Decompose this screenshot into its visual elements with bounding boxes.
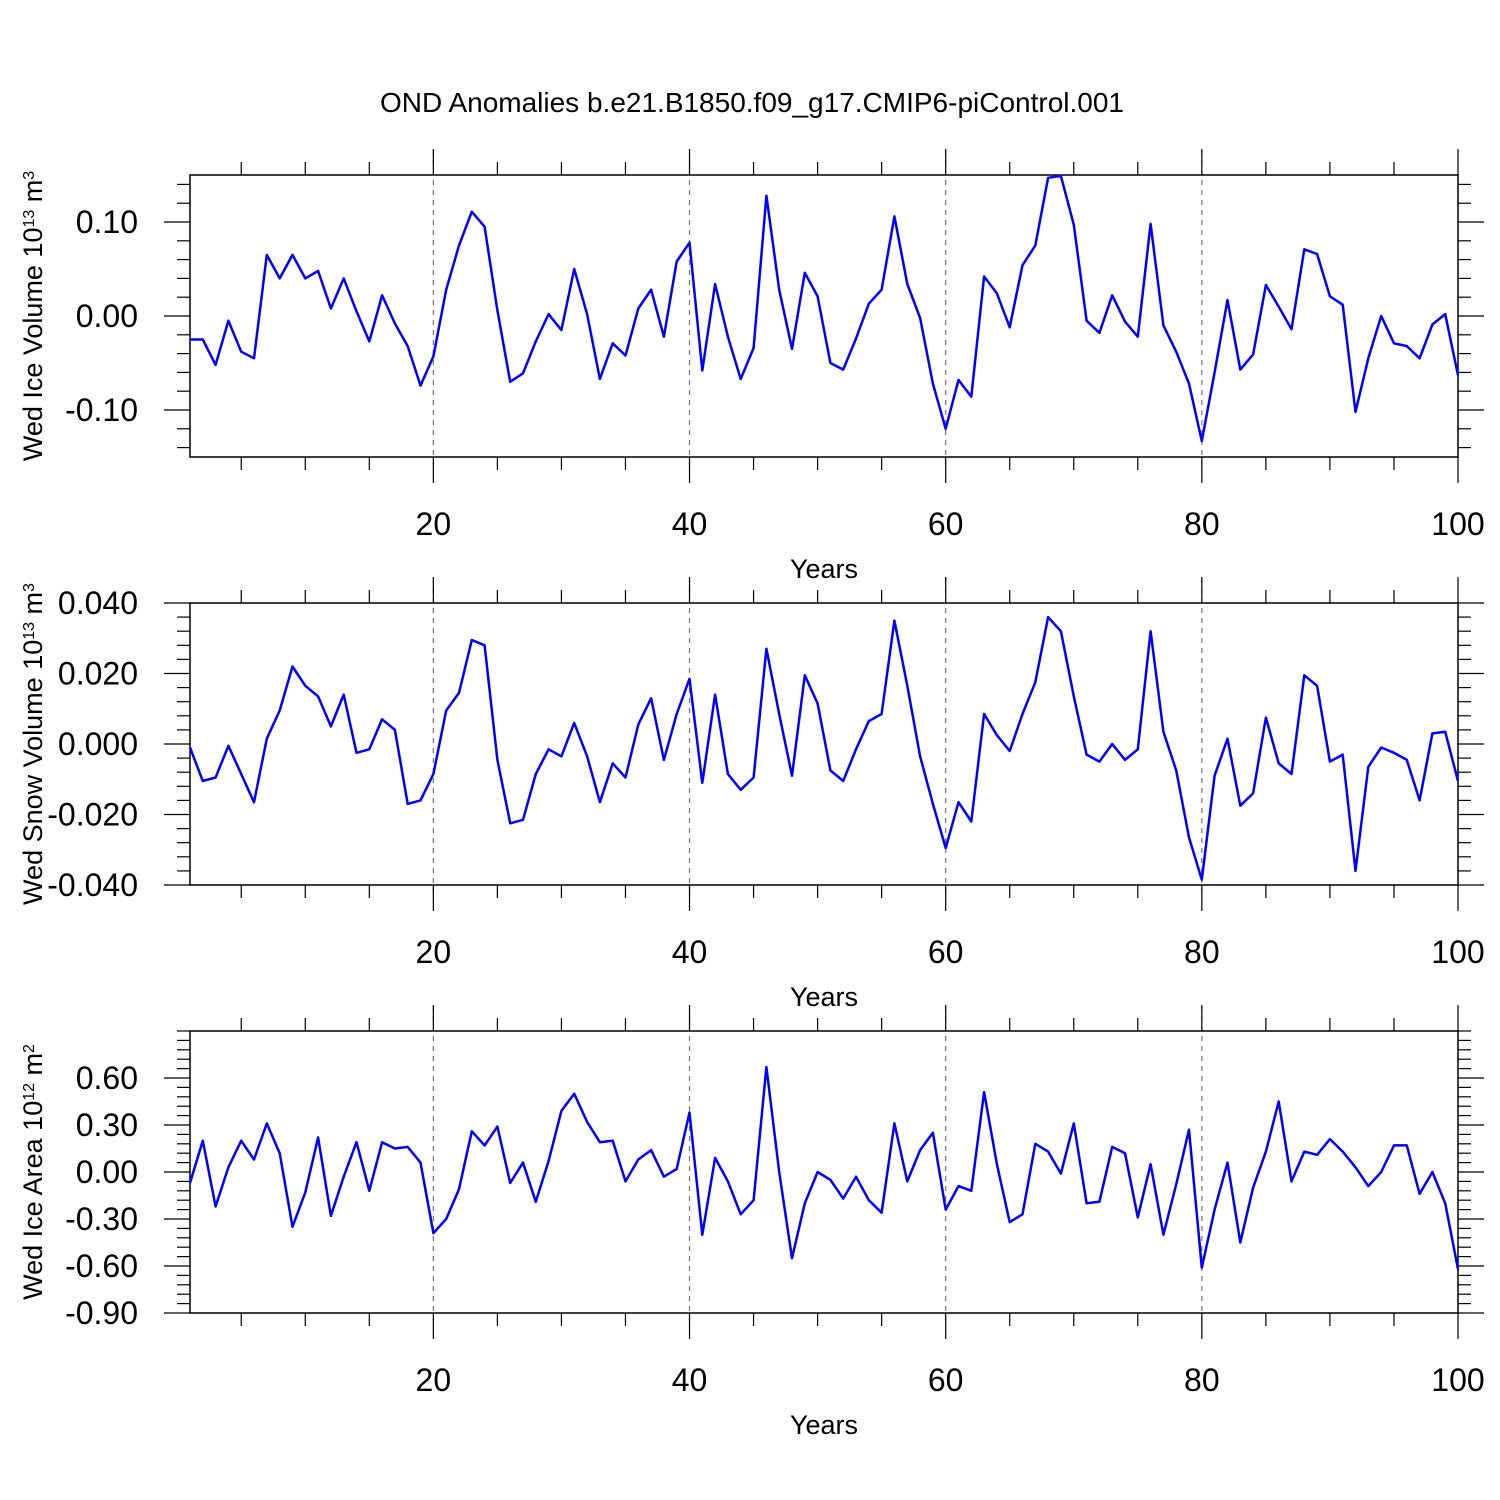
x-tick-label: 60 (928, 934, 964, 970)
panel-3: 20 40 60 80 100 -0.90 -0.60 -0.30 0.00 0.30 0.60 Ye… (18, 1005, 1485, 1440)
y-tick-label: 0.00 (76, 1154, 138, 1190)
x-tick-label: 80 (1184, 506, 1220, 542)
x-tick-label: 40 (672, 934, 708, 970)
y-tick-label: -0.30 (65, 1201, 138, 1237)
series-line (188, 615, 1460, 881)
x-tick-label: 100 (1431, 1362, 1484, 1398)
series-line (188, 1065, 1460, 1270)
x-tick-label: 80 (1184, 1362, 1220, 1398)
panel-1: 20 40 60 80 100 -0.10 0.00 0.10 Years Wed Ice Vol… (18, 149, 1485, 584)
y-tick-label: 0.10 (76, 204, 138, 240)
x-tick-label: 40 (672, 1362, 708, 1398)
x-axis-label: Years (790, 982, 858, 1012)
plot-frame (189, 1030, 1459, 1314)
x-tick-label: 60 (928, 506, 964, 542)
series-line (190, 174, 1460, 443)
x-tick-label: 20 (416, 1362, 452, 1398)
plot-frame (189, 174, 1459, 458)
y-tick-label: 0.040 (58, 585, 138, 621)
y-tick-label: 0.60 (76, 1060, 138, 1096)
y-tick-label: 0.000 (58, 726, 138, 762)
y-axis-label: Wed Ice Area 1012 m2 (18, 1044, 48, 1300)
plot-frame (189, 602, 1459, 886)
y-tick-label: 0.30 (76, 1107, 138, 1143)
panel-2: 20 40 60 80 100 -0.040 -0.020 0.000 0.020 0.040 Ye… (18, 577, 1485, 1012)
panels-group: 20 40 60 80 100 -0.10 0.00 0.10 Years Wed Ice Vol… (18, 149, 1485, 1440)
y-tick-label: 0.020 (58, 656, 138, 692)
x-tick-label: 20 (416, 934, 452, 970)
y-tick-label: -0.90 (65, 1295, 138, 1331)
y-axis-label: Wed Ice Volume 1013 m3 (18, 171, 48, 461)
y-tick-label: -0.10 (65, 392, 138, 428)
y-tick-label: -0.040 (47, 867, 138, 903)
x-tick-label: 100 (1431, 506, 1484, 542)
y-tick-label: 0.00 (76, 298, 138, 334)
x-axis-label: Years (790, 554, 858, 584)
x-tick-label: 60 (928, 1362, 964, 1398)
y-tick-label: -0.020 (47, 797, 138, 833)
x-tick-label: 80 (1184, 934, 1220, 970)
x-tick-label: 20 (416, 506, 452, 542)
y-tick-label: -0.60 (65, 1248, 138, 1284)
figure-title: OND Anomalies b.e21.B1850.f09_g17.CMIP6-… (380, 87, 1124, 118)
y-axis-label: Wed Snow Volume 1013 m3 (18, 583, 48, 905)
x-tick-label: 100 (1431, 934, 1484, 970)
x-tick-label: 40 (672, 506, 708, 542)
x-axis-label: Years (790, 1410, 858, 1440)
